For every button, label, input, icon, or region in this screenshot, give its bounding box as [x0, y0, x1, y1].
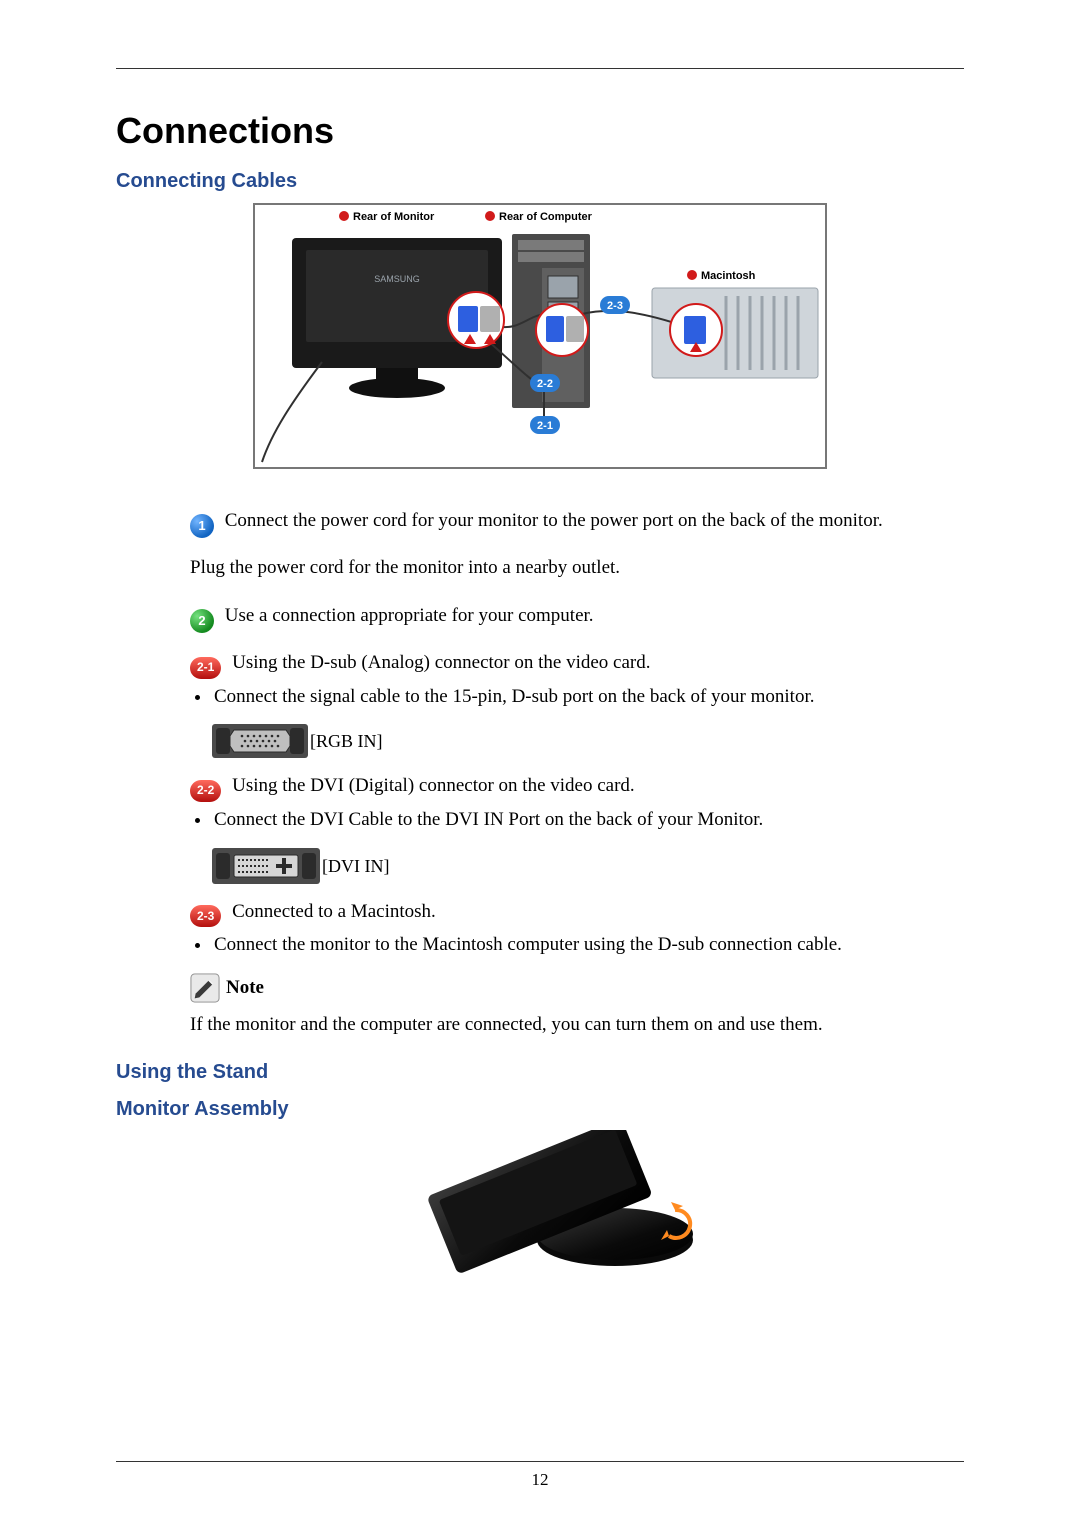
- section-monitor-assembly: Monitor Assembly: [116, 1095, 964, 1124]
- page-number: 12: [116, 1468, 964, 1493]
- step-2-2-text: Using the DVI (Digital) connector on the…: [232, 775, 635, 796]
- stand-diagram: [116, 1130, 964, 1289]
- stand-diagram-svg: [375, 1130, 705, 1280]
- step-2-3-bullets: Connect the monitor to the Macintosh com…: [190, 931, 964, 959]
- zoom-monitor-connectors: [448, 292, 504, 348]
- step-2-1-bullets: Connect the signal cable to the 15-pin, …: [190, 683, 964, 711]
- body-block: 1 Connect the power cord for your monito…: [190, 507, 964, 1038]
- step-2-3-bullet: Connect the monitor to the Macintosh com…: [212, 931, 964, 959]
- badge-1-icon: 1: [190, 514, 214, 538]
- step-2-3-text: Connected to a Macintosh.: [232, 901, 436, 922]
- svg-text:2-1: 2-1: [537, 420, 553, 432]
- svg-text:SAMSUNG: SAMSUNG: [374, 274, 420, 284]
- badge-2-icon: 2: [190, 609, 214, 633]
- step-1-text: Connect the power cord for your monitor …: [225, 510, 883, 531]
- badge-2-1-icon: 2-1: [190, 657, 221, 679]
- step-2-2: 2-2 Using the DVI (Digital) connector on…: [190, 772, 964, 800]
- label-rear-monitor: Rear of Monitor: [339, 211, 435, 223]
- svg-text:Rear of Monitor: Rear of Monitor: [353, 211, 435, 223]
- dvi-port-line: [DVI IN]: [212, 848, 964, 884]
- dvi-port-label: [DVI IN]: [322, 853, 389, 879]
- zoom-pc-connectors: [536, 304, 588, 356]
- badge-2-2-icon: 2-2: [190, 780, 221, 802]
- page-title: Connections: [116, 105, 964, 157]
- step-2-text: Use a connection appropriate for your co…: [225, 605, 594, 626]
- rgb-port-label: [RGB IN]: [310, 728, 383, 754]
- section-connecting-cables: Connecting Cables: [116, 167, 964, 196]
- step-2-1-text: Using the D-sub (Analog) connector on th…: [232, 652, 650, 673]
- step-1b-text: Plug the power cord for the monitor into…: [190, 554, 964, 582]
- pill-2-1: 2-1: [530, 416, 560, 434]
- step-2: 2 Use a connection appropriate for your …: [190, 602, 964, 630]
- connection-diagram-svg: Rear of Monitor Rear of Computer Macinto…: [252, 202, 828, 470]
- pill-2-2: 2-2: [530, 374, 560, 392]
- page: Connections Connecting Cables Rear of Mo…: [0, 0, 1080, 1527]
- svg-text:2-2: 2-2: [537, 378, 553, 390]
- step-2-2-bullet: Connect the DVI Cable to the DVI IN Port…: [212, 806, 964, 834]
- step-2-2-bullets: Connect the DVI Cable to the DVI IN Port…: [190, 806, 964, 834]
- dvi-port-icon: [212, 848, 320, 884]
- zoom-mac-connector: [670, 304, 722, 356]
- svg-text:2-3: 2-3: [607, 300, 623, 312]
- label-rear-computer: Rear of Computer: [485, 211, 593, 223]
- step-2-1-bullet: Connect the signal cable to the 15-pin, …: [212, 683, 964, 711]
- note-text: If the monitor and the computer are conn…: [190, 1011, 964, 1039]
- step-2-3: 2-3 Connected to a Macintosh.: [190, 898, 964, 926]
- top-rule: [116, 68, 964, 69]
- svg-text:Rear of Computer: Rear of Computer: [499, 211, 593, 223]
- connection-diagram: Rear of Monitor Rear of Computer Macinto…: [116, 202, 964, 479]
- rgb-port-line: [RGB IN]: [212, 724, 964, 758]
- note-block: Note: [190, 973, 964, 1003]
- note-label: Note: [226, 974, 264, 1002]
- badge-2-3-icon: 2-3: [190, 905, 221, 927]
- footer: 12: [116, 1461, 964, 1493]
- note-icon: [190, 973, 220, 1003]
- step-1: 1 Connect the power cord for your monito…: [190, 507, 964, 535]
- rgb-port-icon: [212, 724, 308, 758]
- bottom-rule: [116, 1461, 964, 1462]
- svg-text:Macintosh: Macintosh: [701, 270, 756, 282]
- section-using-stand: Using the Stand: [116, 1058, 964, 1087]
- step-2-1: 2-1 Using the D-sub (Analog) connector o…: [190, 649, 964, 677]
- pill-2-3: 2-3: [600, 296, 630, 314]
